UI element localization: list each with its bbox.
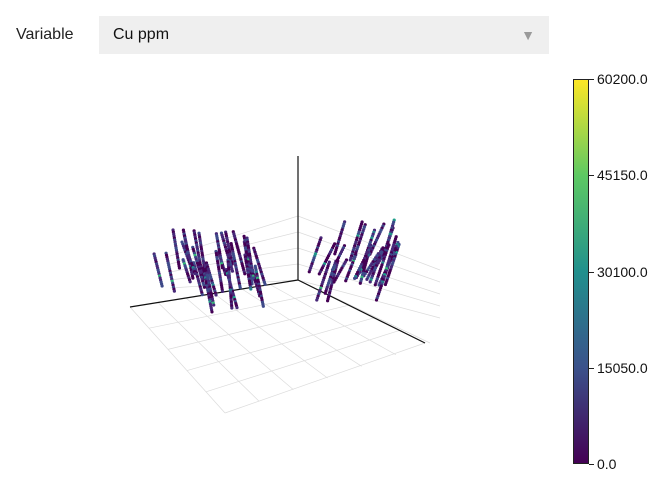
- drillhole-3d-plot[interactable]: [0, 60, 560, 480]
- colorbar-tick-mark: [589, 367, 594, 369]
- sample-point: [365, 277, 369, 281]
- variable-label: Variable: [16, 26, 74, 43]
- sample-point: [352, 257, 356, 261]
- sample-point: [220, 289, 225, 294]
- sample-point: [332, 280, 336, 284]
- colorbar-tick-mark: [589, 464, 594, 465]
- sample-point: [358, 281, 362, 285]
- colorbar-tick-mark: [589, 175, 594, 177]
- y-axis-line: [297, 279, 426, 344]
- grid-line: [297, 247, 441, 295]
- variable-select-value: Cu ppm: [113, 26, 170, 43]
- sample-point: [230, 269, 235, 273]
- sample-point: [325, 299, 330, 303]
- sample-point: [373, 283, 377, 287]
- sample-point: [317, 272, 321, 276]
- triangle-down-icon[interactable]: ▼: [521, 27, 535, 43]
- colorbar-tick-label: 45150.0: [597, 167, 648, 184]
- grid-line: [157, 302, 260, 402]
- grid-line: [269, 284, 397, 355]
- colorbar-tick-label: 60200.0: [597, 71, 648, 87]
- sample-point: [261, 304, 265, 308]
- grid-line: [169, 263, 299, 281]
- sample-point: [172, 289, 176, 293]
- sample-point: [353, 276, 357, 280]
- sample-point: [374, 298, 379, 302]
- sample-point: [348, 258, 352, 262]
- grid-line: [129, 306, 226, 414]
- colorbar: [573, 79, 589, 464]
- sample-point: [238, 286, 242, 290]
- colorbar-tick-label: 15050.0: [597, 359, 648, 376]
- colorbar-tick-label: 0.0: [597, 456, 617, 472]
- grid-line: [148, 292, 324, 329]
- colorbar-tick-label: 30100.0: [597, 263, 648, 280]
- grid-line: [224, 342, 426, 414]
- sample-point: [214, 293, 218, 297]
- grid-line: [169, 279, 299, 289]
- sample-point: [177, 266, 182, 270]
- sample-point: [230, 306, 234, 310]
- variable-select[interactable]: Cu ppm ▼: [99, 16, 549, 54]
- colorbar-tick-mark: [589, 271, 594, 273]
- sample-point: [330, 268, 335, 272]
- sample-point: [200, 293, 204, 297]
- colorbar-tick-mark: [589, 79, 594, 80]
- sample-point: [235, 305, 239, 310]
- sample-point: [333, 252, 337, 256]
- sample-point: [210, 310, 214, 314]
- sample-point: [212, 303, 216, 307]
- sample-point: [160, 284, 164, 288]
- sample-point: [202, 285, 207, 289]
- grid-line: [205, 330, 400, 393]
- sample-point: [382, 275, 386, 279]
- sample-point: [193, 272, 197, 276]
- sample-point: [220, 266, 225, 270]
- sample-point: [383, 282, 388, 287]
- sample-point: [263, 282, 267, 286]
- grid-line: [186, 317, 375, 371]
- sample-point: [191, 276, 195, 280]
- sample-point: [243, 272, 247, 276]
- sample-point: [323, 291, 327, 295]
- sample-point: [307, 270, 311, 274]
- sample-points: [152, 218, 401, 314]
- sample-point: [315, 298, 319, 302]
- sample-point: [188, 280, 192, 284]
- sample-point: [368, 280, 372, 284]
- grid-line: [185, 297, 294, 390]
- sample-point: [344, 279, 348, 283]
- sample-point: [249, 287, 253, 291]
- grid-line: [167, 304, 349, 350]
